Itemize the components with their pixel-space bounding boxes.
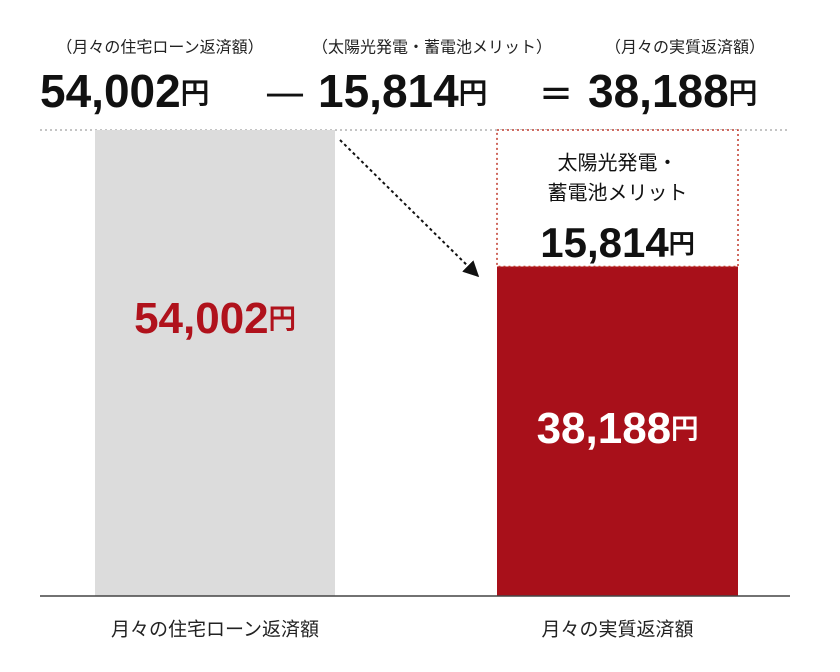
- arrow: [339, 139, 480, 278]
- value-number: 54,002: [134, 294, 269, 343]
- value-unit: 円: [269, 303, 296, 334]
- value-label: 15,814円: [318, 65, 487, 117]
- bar: [95, 130, 335, 596]
- value-number: 15,814: [318, 65, 459, 117]
- equation-label: （月々の住宅ローン返済額）: [56, 38, 263, 57]
- bar: [497, 266, 738, 596]
- value-unit: 円: [459, 78, 488, 110]
- value-unit: 円: [671, 413, 698, 444]
- value-label: 15,814円: [540, 219, 695, 266]
- value-number: 15,814: [540, 219, 669, 266]
- value-label: 54,002円: [134, 294, 296, 343]
- value-unit: 円: [669, 229, 695, 259]
- value-number: 38,188: [537, 404, 672, 453]
- equation-label: （太陽光発電・蓄電池メリット）: [312, 38, 552, 57]
- bar: [496, 129, 739, 268]
- value-number: 54,002: [40, 65, 181, 117]
- value-unit: 円: [181, 78, 210, 110]
- x-tick-label: 月々の住宅ローン返済額: [111, 619, 319, 641]
- operator: =: [539, 70, 573, 116]
- value-label: 38,188円: [537, 404, 699, 453]
- value-label: 54,002円: [40, 65, 209, 117]
- value-unit: 円: [729, 78, 758, 110]
- value-number: 38,188: [588, 65, 729, 117]
- value-label: 38,188円: [588, 65, 757, 117]
- equation-label: （月々の実質返済額）: [605, 38, 765, 57]
- operator: —: [265, 70, 305, 116]
- x-tick-label: 月々の実質返済額: [541, 619, 693, 641]
- segment-label: 太陽光発電・: [558, 151, 678, 175]
- segment-label: 蓄電池メリット: [548, 181, 688, 205]
